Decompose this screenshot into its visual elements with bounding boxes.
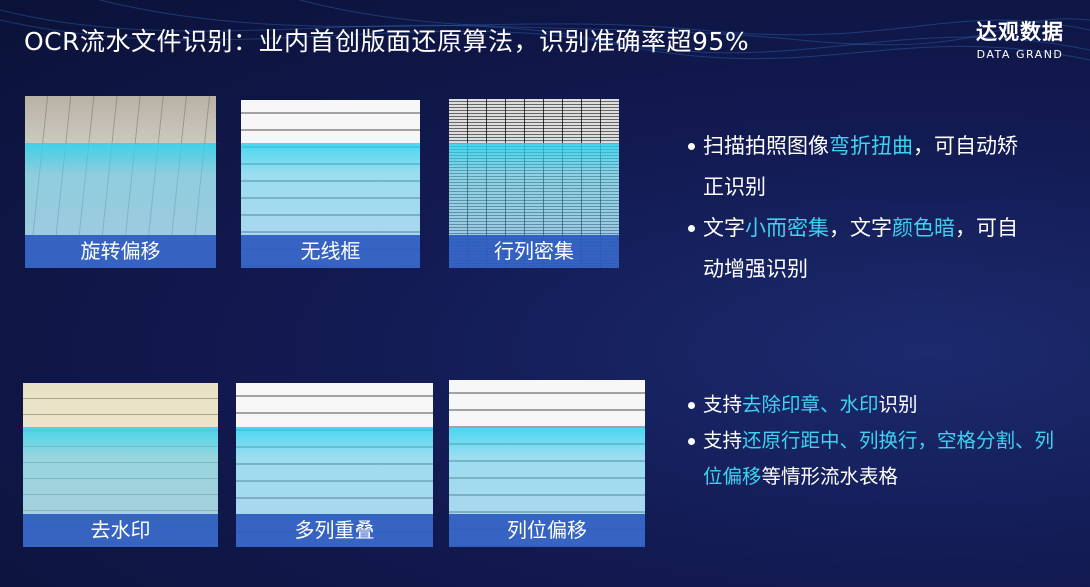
bullet-item: 支持还原行距中、列换行，空格分割、列位偏移等情形流水表格 (688, 423, 1068, 495)
thumbnail-label: 旋转偏移 (25, 235, 216, 268)
bullet-item: 文字小而密集，文字颜色暗，可自动增强识别 (688, 208, 1038, 290)
bullet-text: ，可自动增强识别 (703, 216, 1018, 281)
bullet-text: 等情形流水表格 (761, 465, 899, 488)
logo-en: DATA GRAND (976, 48, 1064, 61)
thumbnail-rotation: 旋转偏移 (25, 96, 216, 268)
highlight-text: 颜色暗 (892, 216, 955, 240)
bullet-text: ，可自动矫正识别 (703, 134, 1018, 199)
bullet-text: 支持 (703, 429, 743, 452)
bullet-text: 识别 (878, 393, 918, 416)
thumbnail-watermark: 去水印 (23, 383, 218, 547)
thumbnail-label: 无线框 (241, 235, 420, 268)
bullet-text: 支持 (703, 393, 743, 416)
highlight-text: 小而密集 (745, 216, 829, 240)
thumbnail-multi-column: 多列重叠 (236, 383, 433, 547)
logo-cn: 达观数据 (976, 20, 1064, 44)
thumbnail-no-border: 无线框 (241, 100, 420, 268)
bullet-text: 文字 (703, 216, 745, 240)
bullet-text: 扫描拍照图像 (703, 134, 829, 158)
highlight-text: 弯折扭曲 (829, 134, 913, 158)
thumbnail-column-offset: 列位偏移 (449, 380, 645, 547)
bullet-item: 支持去除印章、水印识别 (688, 387, 1068, 423)
thumbnail-label: 多列重叠 (236, 514, 433, 547)
thumbnail-label: 行列密集 (449, 235, 619, 268)
thumbnail-dense: 行列密集 (449, 99, 619, 268)
thumbnail-label: 去水印 (23, 514, 218, 547)
feature-list-bottom: 支持去除印章、水印识别 支持还原行距中、列换行，空格分割、列位偏移等情形流水表格 (688, 387, 1068, 495)
thumbnail-label: 列位偏移 (449, 514, 645, 547)
page-title: OCR流水文件识别：业内首创版面还原算法，识别准确率超95% (24, 27, 750, 56)
highlight-text: 去除印章、水印 (742, 393, 879, 416)
wave-decoration (0, 0, 1090, 61)
highlight-text: 还原行距中、列换行，空格分割、列位偏移 (703, 429, 1055, 488)
feature-list-top: 扫描拍照图像弯折扭曲，可自动矫正识别 文字小而密集，文字颜色暗，可自动增强识别 (688, 126, 1038, 290)
bullet-text: ，文字 (829, 216, 892, 240)
logo: 达观数据 DATA GRAND (976, 16, 1064, 61)
bullet-item: 扫描拍照图像弯折扭曲，可自动矫正识别 (688, 126, 1038, 208)
